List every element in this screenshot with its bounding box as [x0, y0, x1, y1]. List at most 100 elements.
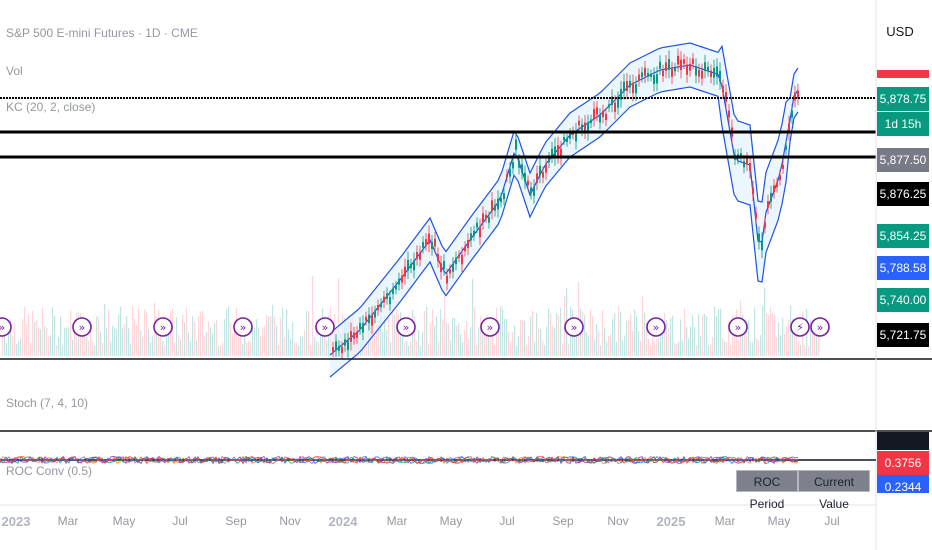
volume-bar	[14, 323, 16, 356]
volume-bar	[192, 316, 194, 356]
volume-bar	[106, 328, 108, 356]
price-tag[interactable]: 5,876.25	[877, 182, 929, 206]
volume-bar	[262, 327, 264, 356]
volume-bar	[688, 338, 690, 356]
volume-bar	[606, 341, 608, 356]
volume-bar	[542, 340, 544, 356]
volume-bar	[308, 311, 310, 356]
price-tag[interactable]: 5,740.00	[877, 288, 929, 312]
volume-bar	[504, 319, 506, 356]
volume-bar	[212, 333, 214, 356]
oscillator-tag[interactable]: 0.3756	[877, 451, 929, 475]
volume-bar	[442, 318, 444, 356]
candle-body	[548, 157, 550, 163]
volume-bar	[380, 314, 382, 356]
candle-body	[455, 257, 457, 265]
event-icon: »	[728, 317, 748, 337]
candle-body	[506, 173, 508, 178]
price-tag[interactable]: 5,878.75	[877, 87, 929, 111]
candle-body	[470, 233, 472, 241]
candle-body	[665, 62, 667, 71]
roc-legend[interactable]: ROC Conv (0.5)	[6, 464, 93, 478]
candle-body	[482, 213, 484, 223]
volume-bar	[612, 318, 614, 356]
volume-bar	[602, 309, 604, 356]
volume-bar	[468, 339, 470, 356]
volume-bar	[520, 319, 522, 356]
volume-bar	[490, 336, 492, 356]
volume-bar	[544, 345, 546, 356]
price-tag[interactable]: 5,877.50	[877, 148, 929, 172]
volume-bar	[452, 317, 454, 356]
event-circle-icon	[790, 317, 810, 337]
volume-bar	[436, 315, 438, 356]
volume-bar	[200, 311, 202, 356]
event-icon: »	[315, 317, 335, 337]
candle-body	[710, 70, 712, 78]
time-label: May	[112, 514, 136, 528]
volume-bar	[60, 316, 62, 356]
candle-body	[683, 59, 685, 64]
volume-bar	[416, 341, 418, 356]
volume-bar	[598, 331, 600, 356]
oscillator-tag[interactable]: 0.2344	[877, 475, 929, 494]
volume-bar	[250, 341, 252, 356]
candle-body	[392, 288, 394, 294]
volume-bar	[440, 308, 442, 356]
volume-legend[interactable]: Vol	[6, 64, 23, 78]
volume-bar	[682, 340, 684, 356]
price-tag[interactable]: 5,721.75	[877, 323, 929, 347]
volume-bar	[422, 331, 424, 356]
stoch-legend[interactable]: Stoch (7, 4, 10)	[6, 396, 89, 410]
volume-bar	[70, 310, 72, 356]
time-label: Mar	[714, 514, 736, 528]
volume-bar	[770, 307, 772, 356]
currency-label[interactable]: USD	[886, 24, 914, 39]
volume-bar	[546, 326, 548, 356]
candle-body	[512, 162, 514, 169]
volume-bar	[498, 326, 500, 356]
volume-bar	[728, 321, 730, 356]
candle-body	[518, 160, 520, 168]
volume-bar	[408, 345, 410, 356]
event-icon: »	[233, 317, 253, 337]
volume-bar	[494, 344, 496, 356]
candle-body	[677, 55, 679, 65]
event-glyph-icon: »	[571, 321, 578, 334]
candle-body	[674, 67, 676, 72]
volume-bar	[650, 345, 652, 356]
candle-body	[587, 122, 589, 133]
volume-bar	[686, 326, 688, 356]
volume-bar	[188, 332, 190, 356]
volume-bar	[396, 309, 398, 356]
price-tag[interactable]: 5,854.25	[877, 224, 929, 248]
volume-bar	[92, 341, 94, 356]
oscillator-tag[interactable]	[877, 432, 929, 450]
keltner-legend[interactable]: KC (20, 2, close)	[6, 100, 96, 114]
volume-bar	[746, 336, 748, 356]
event-circle-icon	[315, 317, 335, 337]
volume-bar	[702, 314, 704, 356]
candle-body	[374, 311, 376, 318]
price-tag[interactable]: 1d 15h	[877, 112, 929, 136]
volume-bar	[26, 324, 28, 356]
volume-bar	[392, 306, 394, 356]
event-glyph-icon: »	[322, 321, 329, 334]
volume-bar	[202, 310, 204, 356]
price-tag[interactable]: 5,788.58	[877, 256, 929, 280]
volume-bar	[230, 323, 232, 356]
candle-body	[395, 285, 397, 290]
volume-bar	[768, 315, 770, 356]
candle-body	[713, 67, 715, 78]
volume-bar	[294, 342, 296, 356]
volume-bar	[530, 316, 532, 356]
volume-bar	[762, 306, 764, 356]
candle-body	[626, 81, 628, 92]
candle-body	[503, 193, 505, 200]
volume-bar	[536, 313, 538, 356]
volume-bar	[386, 330, 388, 356]
keltner-lower-line	[329, 86, 799, 378]
volume-bar	[772, 312, 774, 356]
symbol-title[interactable]: S&P 500 E-mini Futures · 1D · CME	[6, 26, 198, 40]
